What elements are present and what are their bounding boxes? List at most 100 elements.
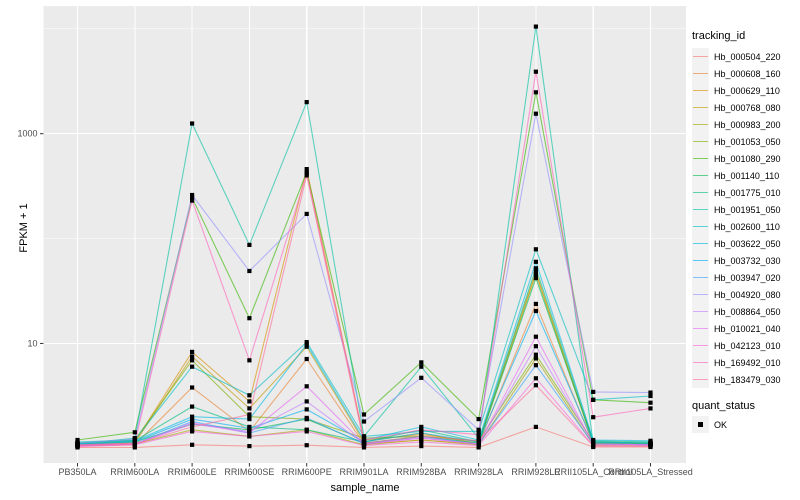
x-tick-label: RRIM901LA [339, 467, 388, 477]
data-point [533, 69, 538, 74]
data-point [361, 419, 367, 424]
data-point [304, 407, 309, 412]
data-point [247, 399, 252, 404]
data-point [533, 308, 538, 314]
data-point [247, 426, 252, 431]
legend-item-Hb_002600_110: Hb_002600_110 [692, 218, 798, 235]
x-tick-label: RRIM600LE [168, 467, 217, 477]
legend-key-swatch [692, 201, 709, 218]
data-point [247, 358, 252, 363]
panel-background [43, 6, 686, 463]
data-point [304, 415, 309, 420]
data-point [190, 198, 195, 203]
legend-item-label: OK [714, 419, 728, 430]
data-point [476, 417, 481, 422]
legend-shape-items: OK [692, 416, 798, 433]
legend-item-Hb_001080_290: Hb_001080_290 [692, 150, 798, 167]
legend-key-swatch [692, 303, 709, 320]
legend-key-line [693, 191, 708, 194]
legend-key-point [698, 422, 703, 427]
data-point [533, 424, 538, 429]
legend-item-label: Hb_001080_290 [714, 153, 781, 164]
data-point [190, 414, 195, 419]
legend-key-line [693, 293, 708, 296]
legend: tracking_id Hb_000504_220 Hb_000608_160 Hb… [692, 30, 798, 433]
legend-key-line [693, 276, 708, 279]
data-point [419, 360, 424, 365]
gridlines [43, 6, 686, 463]
data-point [533, 247, 538, 252]
legend-item-Hb_183479_030: Hb_183479_030 [692, 371, 798, 388]
data-point [648, 390, 653, 395]
legend-key-swatch [692, 354, 709, 371]
legend-item-Hb_010021_040: Hb_010021_040 [692, 320, 798, 337]
data-point [476, 438, 481, 443]
legend-key-swatch [692, 337, 709, 354]
legend-key-line [693, 106, 708, 109]
legend-item-label: Hb_169492_010 [714, 357, 781, 368]
y-axis-title: FPKM + 1 [18, 203, 30, 253]
data-point [190, 417, 195, 422]
data-point [304, 340, 309, 345]
data-point [190, 442, 195, 447]
data-point [304, 399, 309, 404]
legend-item-Hb_001053_050: Hb_001053_050 [692, 133, 798, 150]
x-tick-label: PB350LA [58, 467, 96, 477]
x-axis-title: sample_name [330, 482, 400, 494]
legend-key-line [693, 55, 708, 58]
legend-item-label: Hb_004920_080 [714, 289, 781, 300]
legend-key-line [693, 157, 708, 160]
legend-item-label: Hb_008864_050 [714, 306, 781, 317]
legend-key-swatch [692, 371, 709, 388]
data-point [190, 358, 195, 363]
legend-key-swatch [692, 48, 709, 65]
data-point [132, 445, 137, 450]
data-point [190, 385, 195, 390]
legend-key-swatch [692, 252, 709, 269]
data-point [304, 100, 309, 105]
data-point [190, 121, 195, 126]
legend-key-swatch [692, 416, 709, 433]
data-point [247, 412, 252, 417]
legend-item-Hb_004920_080: Hb_004920_080 [692, 286, 798, 303]
data-point [419, 427, 424, 432]
data-point [247, 242, 252, 247]
legend-title-tracking-id: tracking_id [692, 30, 746, 42]
data-point [361, 443, 367, 448]
data-point [247, 444, 252, 449]
data-point [533, 344, 538, 349]
data-point [190, 364, 195, 369]
data-point [419, 375, 424, 380]
legend-key-swatch [692, 184, 709, 201]
legend-key-line [693, 140, 708, 143]
x-tick-label: RRIM600PE [282, 467, 332, 477]
legend-item-Hb_000768_080: Hb_000768_080 [692, 99, 798, 116]
x-tick-label: RRIM928BA [396, 467, 446, 477]
data-point [476, 443, 481, 448]
data-point [304, 173, 309, 178]
data-point [304, 342, 309, 347]
legend-key-line [693, 174, 708, 177]
x-tick-label: RRIM928LA [454, 467, 503, 477]
data-point [361, 412, 367, 417]
legend-item-label: Hb_000629_110 [714, 85, 780, 96]
legend-key-line [693, 310, 708, 313]
legend-key-line [693, 378, 708, 381]
data-point [591, 415, 596, 420]
data-point [75, 443, 80, 448]
data-point [361, 434, 367, 439]
legend-key-line [693, 123, 708, 126]
data-point [304, 356, 309, 362]
data-point [591, 444, 596, 449]
legend-key-line [693, 208, 708, 211]
legend-key-line [693, 327, 708, 330]
data-point [247, 316, 252, 321]
data-point [247, 417, 252, 422]
y-tick-label: 10 [27, 338, 37, 348]
data-point [132, 437, 137, 442]
x-tick-label: RRIM928LE [511, 467, 560, 477]
data-point [132, 430, 137, 435]
data-point [361, 437, 367, 443]
data-point [648, 393, 653, 399]
